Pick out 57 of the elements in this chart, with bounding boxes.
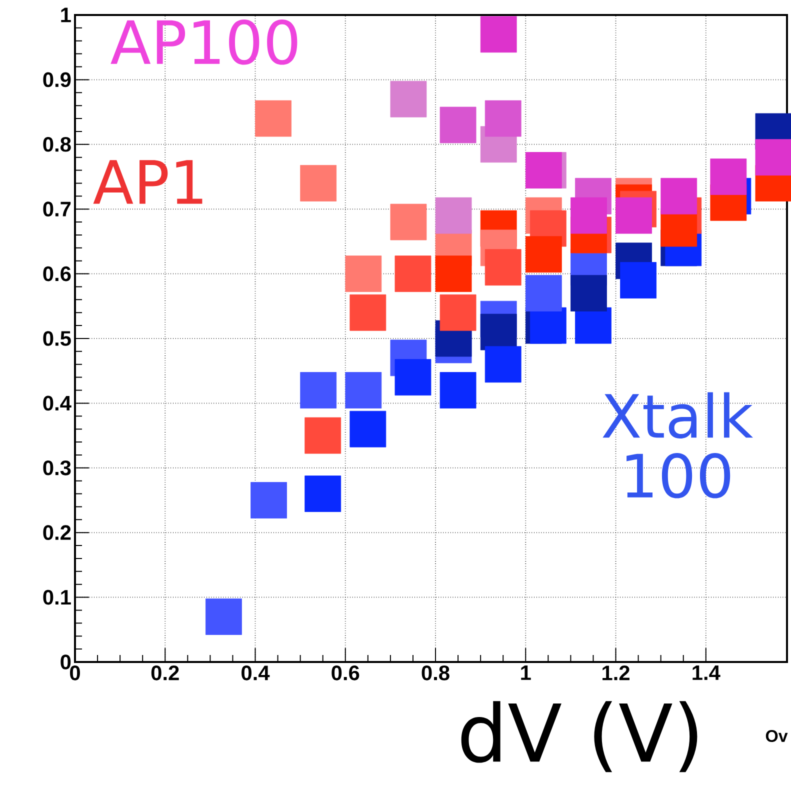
y-tick-label: 0.6 bbox=[43, 266, 71, 282]
point bbox=[345, 372, 382, 408]
point bbox=[440, 372, 476, 408]
y-tick-label: 0.4 bbox=[43, 396, 72, 411]
point bbox=[206, 598, 242, 635]
y-tick-label: 0.9 bbox=[43, 72, 71, 88]
x-tick-label: 0.2 bbox=[151, 666, 179, 680]
point bbox=[345, 256, 382, 292]
point bbox=[304, 476, 342, 512]
x-tick-label: 1 bbox=[521, 666, 531, 680]
y-tick-label: 1 bbox=[61, 8, 71, 22]
y-tick-label: 0.8 bbox=[43, 136, 71, 152]
y-tick-label: 0.5 bbox=[43, 331, 71, 346]
point bbox=[394, 359, 432, 396]
x-axis-title: dV (V) bbox=[461, 701, 698, 772]
point bbox=[570, 275, 607, 312]
x-tick-label: 0.6 bbox=[332, 666, 360, 680]
y-tick-label: 0.1 bbox=[43, 590, 71, 605]
x-tick-label: 0.8 bbox=[422, 666, 450, 680]
point bbox=[484, 346, 522, 383]
point bbox=[390, 80, 427, 118]
text: Ov bbox=[766, 730, 788, 742]
point bbox=[710, 158, 747, 195]
point bbox=[484, 249, 522, 286]
point bbox=[435, 256, 472, 292]
y-tick-label: 0.7 bbox=[43, 202, 71, 216]
point bbox=[250, 482, 287, 518]
y-tick-label: 0 bbox=[60, 654, 71, 670]
point bbox=[620, 262, 656, 298]
point bbox=[525, 236, 562, 273]
point bbox=[575, 307, 612, 344]
point bbox=[394, 256, 432, 292]
point bbox=[255, 100, 292, 137]
point bbox=[660, 178, 698, 214]
point bbox=[525, 275, 562, 312]
point bbox=[350, 294, 386, 331]
point bbox=[350, 410, 386, 448]
point bbox=[440, 106, 476, 144]
point bbox=[300, 165, 337, 202]
point bbox=[480, 16, 517, 53]
point bbox=[435, 197, 472, 234]
point bbox=[300, 372, 337, 408]
x-tick-label: 1.4 bbox=[692, 666, 720, 680]
point bbox=[616, 197, 652, 234]
series-label: AP100 bbox=[110, 20, 298, 65]
point bbox=[304, 417, 342, 454]
point bbox=[390, 204, 427, 240]
point bbox=[480, 314, 517, 350]
x-tick-label: 0.4 bbox=[242, 666, 270, 680]
y-tick-label: 0.2 bbox=[43, 525, 71, 540]
point bbox=[755, 139, 791, 176]
y-tick-label: 0.3 bbox=[43, 460, 71, 476]
series-label: Xtalk 100 bbox=[602, 392, 753, 498]
series-label: AP1 bbox=[93, 160, 202, 204]
x-tick-label: 1.2 bbox=[602, 666, 630, 680]
point bbox=[440, 294, 476, 331]
point bbox=[484, 100, 522, 137]
